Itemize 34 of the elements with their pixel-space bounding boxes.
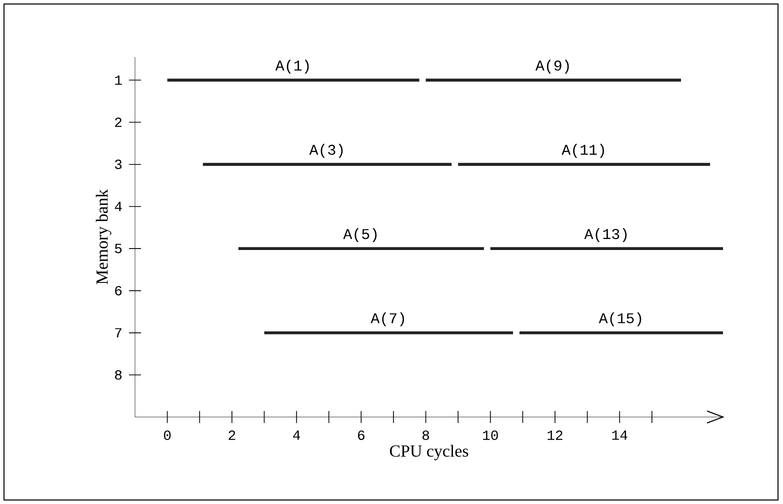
bar [458,162,710,166]
bar [490,247,724,250]
x-tick-label: 0 [164,430,171,440]
data-label: A(7) [370,312,404,326]
bar [202,162,452,166]
y-tick-label: 2 [115,118,122,127]
x-tick-label: 8 [422,430,430,440]
y-tick-label: 7 [115,328,122,338]
bar [519,331,724,334]
data-label: A(13) [584,228,627,242]
y-tick-label: 3 [114,160,122,170]
x-tick-label: 4 [293,430,300,440]
bar [426,78,682,82]
data-label: A(1) [275,60,309,74]
bar [264,331,514,334]
y-tick-label: 8 [115,370,122,380]
x-tick-label: 12 [548,430,562,440]
data-label: A(11) [562,144,604,158]
x-tick-label: 14 [612,430,628,440]
x-tick-label: 2 [228,430,236,440]
x-axis-title: CPU cycles [390,444,468,460]
data-label: A(3) [309,144,343,158]
y-tick-label: 5 [114,244,122,254]
data-label: A(5) [343,228,377,242]
data-label: A(9) [535,60,569,74]
data-label: A(15) [598,312,642,326]
y-tick-label: 1 [115,76,122,85]
y-tick-label: 6 [115,286,122,296]
bar [167,78,420,82]
bar [238,247,484,250]
y-tick-label: 4 [114,202,122,212]
y-axis-title: Memory bank [96,189,112,284]
x-tick-label: 6 [358,430,364,440]
x-tick-label: 10 [483,430,498,440]
